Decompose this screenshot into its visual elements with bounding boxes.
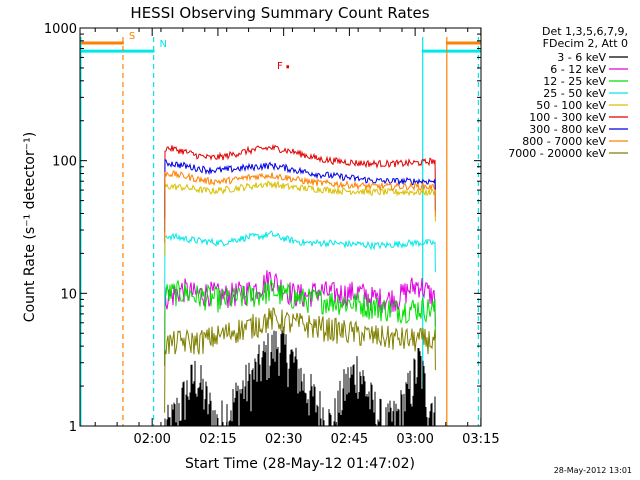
legend-label-8: 7000 - 20000 keV	[508, 147, 606, 160]
x-tick-label-2: 02:30	[265, 432, 302, 447]
flags-layer: S N F	[80, 31, 481, 72]
legend-label-6: 300 - 800 keV	[529, 123, 606, 136]
timestamp: 28-May-2012 13:01	[554, 466, 632, 475]
flag-label-S: S	[129, 31, 135, 42]
y-tick-label-1: 10	[60, 287, 77, 302]
legend-label-2: 12 - 25 keV	[543, 75, 606, 88]
plot-frame	[79, 27, 482, 427]
y-tick-label-2: 100	[52, 155, 77, 170]
y-axis: 1 10 100 1000	[44, 22, 481, 435]
legend-label-3: 25 - 50 keV	[543, 87, 606, 100]
series-100-300keV	[164, 143, 436, 218]
y-tick-label-0: 1	[69, 420, 77, 435]
series-12-25keV	[164, 279, 436, 363]
chart-title: HESSI Observing Summary Count Rates	[130, 4, 429, 22]
series-3-6keV	[164, 326, 436, 426]
y-tick-label-3: 1000	[44, 22, 77, 37]
x-axis-label: Start Time (28-May-12 01:47:02)	[185, 456, 415, 472]
y-axis-label: Count Rate (s⁻¹ detector⁻¹)	[22, 132, 38, 322]
legend-label-1: 6 - 12 keV	[550, 63, 606, 76]
legend-label-7: 800 - 7000 keV	[522, 135, 606, 148]
flag-label-N: N	[160, 39, 167, 50]
flag-label-F: F	[277, 61, 283, 72]
legend: Det 1,3,5,6,7,9,FDecim 2, Att 03 - 6 keV…	[508, 25, 628, 160]
series-layer	[164, 143, 436, 426]
x-tick-label-5: 03:15	[462, 432, 499, 447]
series-7000-20000keV	[164, 307, 436, 413]
x-tick-label-0: 02:00	[133, 432, 170, 447]
legend-label-5: 100 - 300 keV	[529, 111, 606, 124]
series-50-100keV	[164, 180, 436, 256]
series-25-50keV	[164, 230, 436, 306]
series-800-7000keV	[164, 169, 436, 243]
x-axis: 02:00 02:15 02:30 02:45 03:00 03:15	[94, 28, 500, 447]
legend-header-0: Det 1,3,5,6,7,9,	[542, 25, 628, 38]
vertical-markers	[80, 37, 479, 426]
legend-label-0: 3 - 6 keV	[557, 51, 606, 64]
legend-header-1: FDecim 2, Att 0	[543, 37, 628, 50]
x-tick-label-1: 02:15	[199, 432, 236, 447]
x-tick-label-3: 02:45	[331, 432, 368, 447]
x-tick-label-4: 03:00	[396, 432, 433, 447]
legend-label-4: 50 - 100 keV	[536, 99, 606, 112]
